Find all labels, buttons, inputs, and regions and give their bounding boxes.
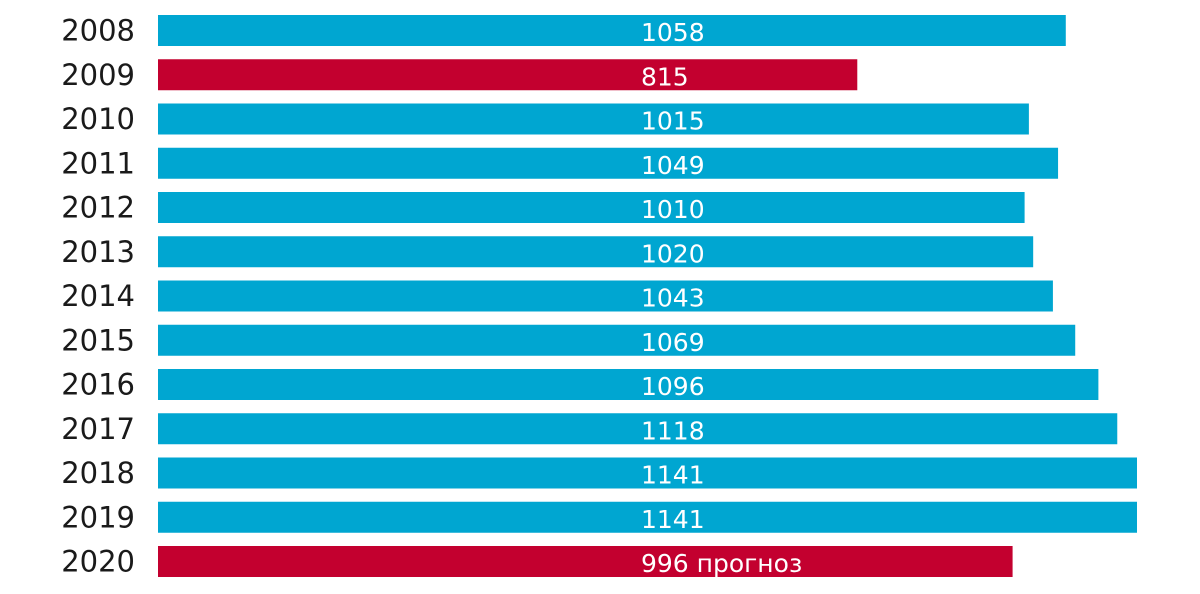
value-label-2014: 1043 (641, 284, 705, 313)
year-label-2010: 2010 (61, 102, 135, 136)
value-label-2020: 996 прогноз (641, 549, 802, 578)
value-label-2019: 1141 (641, 505, 705, 534)
bar-2013 (158, 236, 1034, 268)
year-label-2012: 2012 (61, 191, 135, 225)
value-label-2011: 1049 (641, 151, 705, 180)
year-label-2008: 2008 (61, 14, 135, 48)
bar-2015 (158, 324, 1076, 356)
value-label-2010: 1015 (641, 107, 705, 136)
year-label-2016: 2016 (61, 368, 135, 402)
value-label-2015: 1069 (641, 328, 705, 357)
value-label-2009: 815 (641, 62, 689, 91)
value-label-2016: 1096 (641, 372, 705, 401)
year-label-2017: 2017 (61, 412, 135, 446)
bar-2008 (158, 15, 1066, 46)
value-label-2017: 1118 (641, 416, 705, 445)
value-label-2008: 1058 (641, 18, 705, 47)
year-label-2014: 2014 (61, 279, 135, 313)
value-label-2012: 1010 (641, 195, 705, 224)
bars-layer (158, 15, 1137, 577)
year-label-2011: 2011 (61, 146, 135, 180)
bar-2009 (158, 59, 858, 91)
year-label-2013: 2013 (61, 235, 135, 269)
bar-2020 (158, 546, 1013, 577)
labels-layer: 2008 1058 2009 815 2010 1015 2011 1049 2012 1010 2… (61, 14, 802, 579)
bar-2016 (158, 369, 1099, 400)
year-label-2009: 2009 (61, 58, 135, 92)
year-label-2018: 2018 (61, 456, 135, 490)
bar-2017 (158, 413, 1118, 445)
bar-2011 (158, 147, 1059, 179)
bar-2012 (158, 192, 1025, 223)
bar-2014 (158, 280, 1053, 312)
bar-2010 (158, 103, 1029, 135)
bar-2019 (158, 501, 1137, 533)
year-label-2020: 2020 (61, 545, 135, 579)
value-label-2018: 1141 (641, 461, 705, 490)
year-label-2015: 2015 (61, 323, 135, 357)
bar-2018 (158, 457, 1137, 489)
year-label-2019: 2019 (61, 500, 135, 534)
value-label-2013: 1020 (641, 239, 705, 268)
